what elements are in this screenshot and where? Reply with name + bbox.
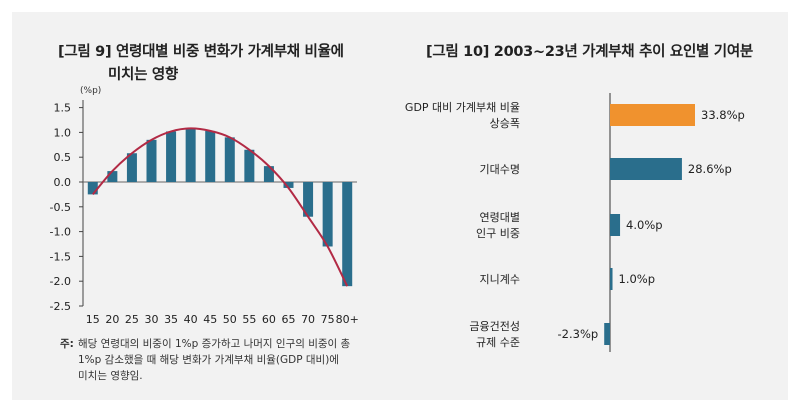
hbar-value-label: 4.0%p — [626, 218, 663, 232]
hbar-category-label: 연령대별 — [480, 211, 520, 224]
bar-50 — [224, 137, 235, 182]
bar-35 — [166, 131, 177, 182]
note-line-3: 미치는 영향임. — [78, 370, 143, 382]
y-tick-label: -2.5 — [50, 300, 71, 313]
note-line-2: 1%p 감소했을 때 해당 변화가 가계부채 비율(GDP 대비)에 — [78, 354, 339, 366]
left-chart-title-line2: 미치는 영향 — [108, 67, 178, 83]
bar-75 — [322, 182, 333, 247]
bar-25 — [126, 153, 137, 182]
hbar-4 — [604, 323, 610, 345]
bar-70 — [303, 182, 314, 217]
hbar-3 — [610, 268, 613, 290]
hbar-value-label: 33.8%p — [701, 108, 745, 122]
right-chart-title: [그림 10] 2003~23년 가계부채 추이 요인별 기여분 — [426, 44, 753, 60]
figure-panel — [12, 12, 788, 400]
x-tick-label: 75 — [321, 313, 335, 326]
y-tick-label: 1.5 — [54, 102, 72, 115]
hbar-category-label: GDP 대비 가계부채 비율 — [405, 101, 520, 114]
bar-60 — [263, 166, 274, 182]
hbar-category-label: 인구 비중 — [476, 227, 520, 240]
fitted-curve — [92, 127, 349, 287]
y-tick-label: -1.0 — [50, 226, 71, 239]
x-tick-label: 20 — [105, 313, 119, 326]
bar-30 — [146, 139, 157, 182]
hbar-value-label: 28.6%p — [688, 162, 732, 176]
hbar-1 — [610, 158, 682, 180]
bar-45 — [205, 130, 216, 182]
x-tick-label: 55 — [242, 313, 256, 326]
x-tick-label: 50 — [223, 313, 237, 326]
hbar-value-label: -2.3%p — [558, 327, 599, 341]
hbar-category-label: 지니계수 — [480, 273, 520, 286]
bar-20 — [107, 171, 118, 182]
x-tick-label: 40 — [184, 313, 198, 326]
y-tick-label: 1.0 — [54, 126, 72, 139]
x-tick-label: 15 — [86, 313, 100, 326]
bar-80+ — [342, 182, 353, 287]
y-tick-label: -2.0 — [50, 275, 71, 288]
hbar-category-label: 금융건전성 — [469, 320, 520, 333]
note-line-1: 해당 연령대의 비중이 1%p 증가하고 나머지 인구의 비중이 총 — [78, 338, 351, 350]
x-tick-label: 25 — [125, 313, 139, 326]
x-tick-label: 30 — [145, 313, 159, 326]
x-tick-label: 65 — [282, 313, 296, 326]
bar-15 — [87, 182, 98, 195]
hbar-2 — [610, 214, 621, 236]
bar-65 — [283, 182, 294, 188]
x-tick-label: 45 — [203, 313, 217, 326]
hbar-category-label: 규제 수준 — [476, 336, 520, 349]
x-tick-label: 80+ — [336, 313, 359, 326]
x-tick-label: 70 — [301, 313, 315, 326]
y-tick-label: 0.5 — [54, 151, 72, 164]
hbar-category-label: 상승폭 — [490, 117, 520, 130]
left-chart-title-line1: [그림 9] 연령대별 비중 변화가 가계부채 비율에 — [58, 44, 344, 60]
y-tick-label: 0.0 — [54, 176, 72, 189]
hbar-value-label: 1.0%p — [619, 272, 656, 286]
bar-40 — [185, 128, 196, 182]
note-prefix: 주: — [60, 338, 74, 350]
y-tick-label: -1.5 — [50, 250, 71, 263]
y-tick-label: -0.5 — [50, 201, 71, 214]
hbar-category-label: 기대수명 — [480, 163, 520, 176]
y-axis-unit-label: (%p) — [80, 86, 101, 96]
x-tick-label: 60 — [262, 313, 276, 326]
bar-55 — [244, 149, 255, 182]
x-tick-label: 35 — [164, 313, 178, 326]
hbar-0 — [610, 104, 695, 126]
